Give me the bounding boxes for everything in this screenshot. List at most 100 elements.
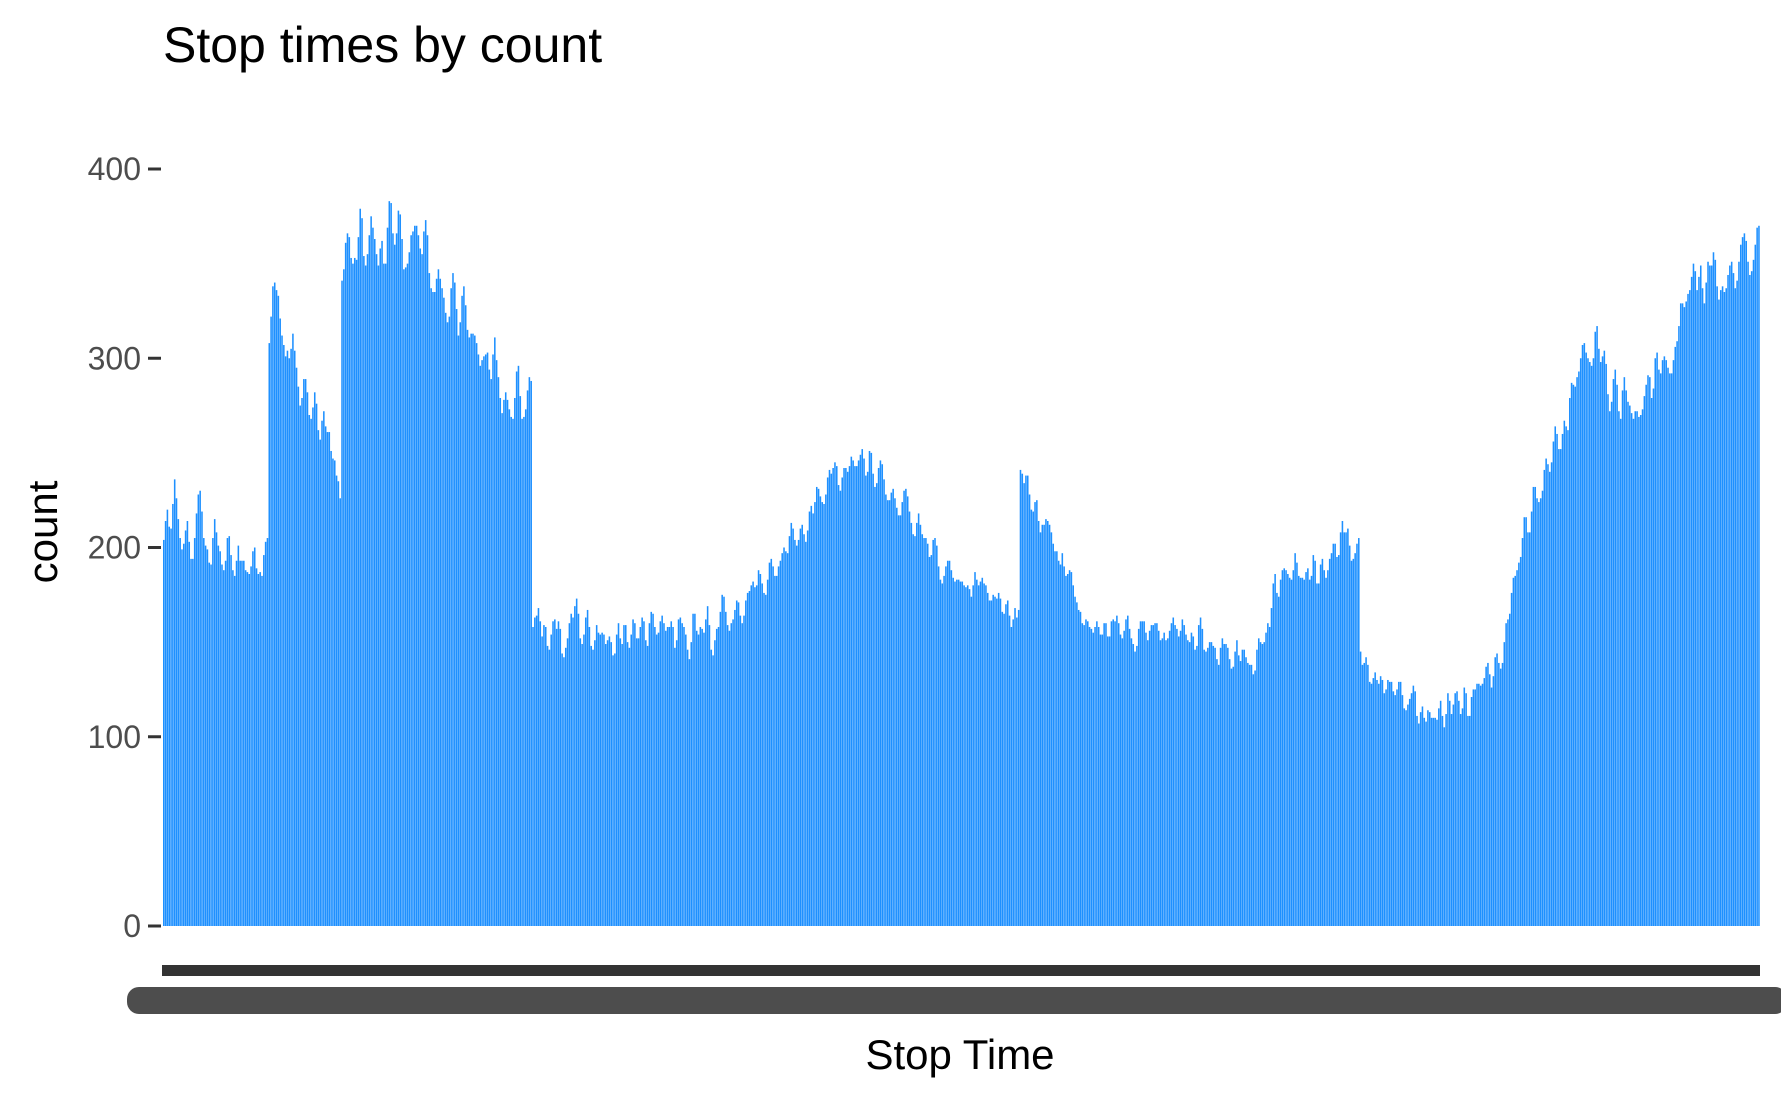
bar: [494, 337, 496, 926]
bar: [212, 538, 214, 926]
bar: [466, 329, 469, 926]
bar: [1279, 579, 1282, 926]
bar: [1738, 261, 1740, 927]
bar: [1159, 640, 1162, 926]
bar: [746, 592, 749, 926]
bar: [941, 583, 944, 926]
bar: [1079, 611, 1082, 927]
bar: [1381, 679, 1384, 927]
bar: [568, 623, 571, 926]
bar: [297, 386, 300, 926]
bar: [697, 634, 700, 926]
bar: [926, 543, 929, 926]
bar: [270, 316, 272, 926]
bar: [919, 524, 922, 926]
bar: [1352, 558, 1355, 927]
bar: [912, 534, 914, 926]
bar: [1196, 645, 1198, 926]
bar: [759, 574, 762, 926]
bar: [1752, 259, 1755, 927]
bar: [572, 617, 574, 926]
bar: [710, 649, 713, 926]
bar: [808, 511, 811, 926]
bar: [1490, 687, 1493, 926]
bar: [977, 585, 980, 926]
bar: [1561, 433, 1564, 926]
bar: [394, 244, 396, 926]
bar: [1419, 712, 1422, 926]
bar: [1670, 373, 1673, 926]
bar: [1270, 608, 1273, 926]
bar: [1396, 689, 1398, 926]
bar: [341, 280, 343, 926]
bar: [1147, 640, 1149, 926]
bar: [175, 498, 178, 926]
bar: [1539, 498, 1542, 926]
bar: [1243, 649, 1245, 926]
bar: [333, 460, 336, 926]
bar: [248, 574, 251, 926]
bar: [657, 632, 660, 926]
bar: [1732, 273, 1735, 927]
bar: [577, 613, 580, 926]
bar: [1032, 511, 1034, 926]
bar: [1407, 704, 1409, 926]
bar: [1328, 558, 1331, 927]
bar: [1223, 644, 1225, 926]
bar: [552, 621, 554, 926]
bar: [575, 598, 578, 926]
bar: [1572, 384, 1575, 926]
bar: [625, 625, 627, 926]
bar: [1507, 619, 1509, 926]
bar: [595, 625, 598, 926]
bar: [692, 613, 694, 926]
bar: [783, 547, 785, 926]
bar: [201, 511, 203, 926]
bar: [550, 634, 552, 926]
bar: [632, 619, 634, 926]
bar: [1154, 623, 1156, 926]
bar: [1001, 611, 1004, 927]
bar: [579, 638, 582, 926]
bar: [1181, 619, 1184, 926]
bar: [745, 600, 747, 926]
bar: [1197, 625, 1200, 926]
bar: [1423, 717, 1426, 927]
bar: [584, 617, 587, 926]
bar: [1579, 358, 1582, 926]
bar: [770, 558, 773, 927]
bar: [1041, 524, 1044, 926]
bar: [905, 488, 907, 926]
bar: [206, 549, 209, 926]
bar: [1428, 712, 1431, 926]
bar: [1438, 708, 1440, 926]
bar: [1145, 632, 1147, 926]
bar: [1072, 585, 1074, 926]
bar: [564, 647, 567, 926]
bar: [164, 521, 167, 926]
bar: [1552, 441, 1555, 926]
bar: [523, 416, 525, 926]
bar: [661, 615, 663, 926]
bar: [1192, 636, 1195, 926]
bar: [945, 566, 947, 926]
bar: [364, 265, 367, 926]
bar: [1694, 271, 1697, 926]
bar: [914, 536, 916, 926]
bar: [1639, 415, 1642, 926]
bar: [1327, 570, 1329, 926]
bar: [890, 492, 893, 926]
y-axis-title: count: [19, 480, 66, 583]
bar: [468, 337, 471, 926]
bar: [524, 409, 527, 927]
bar: [384, 263, 387, 927]
bar: [1514, 575, 1516, 926]
bar: [1141, 621, 1144, 926]
bar: [504, 392, 507, 926]
bar: [1288, 577, 1291, 926]
bar: [1461, 708, 1464, 926]
bar: [1110, 621, 1113, 926]
bar: [966, 585, 969, 926]
bar: [583, 634, 585, 926]
bar: [1025, 475, 1027, 926]
